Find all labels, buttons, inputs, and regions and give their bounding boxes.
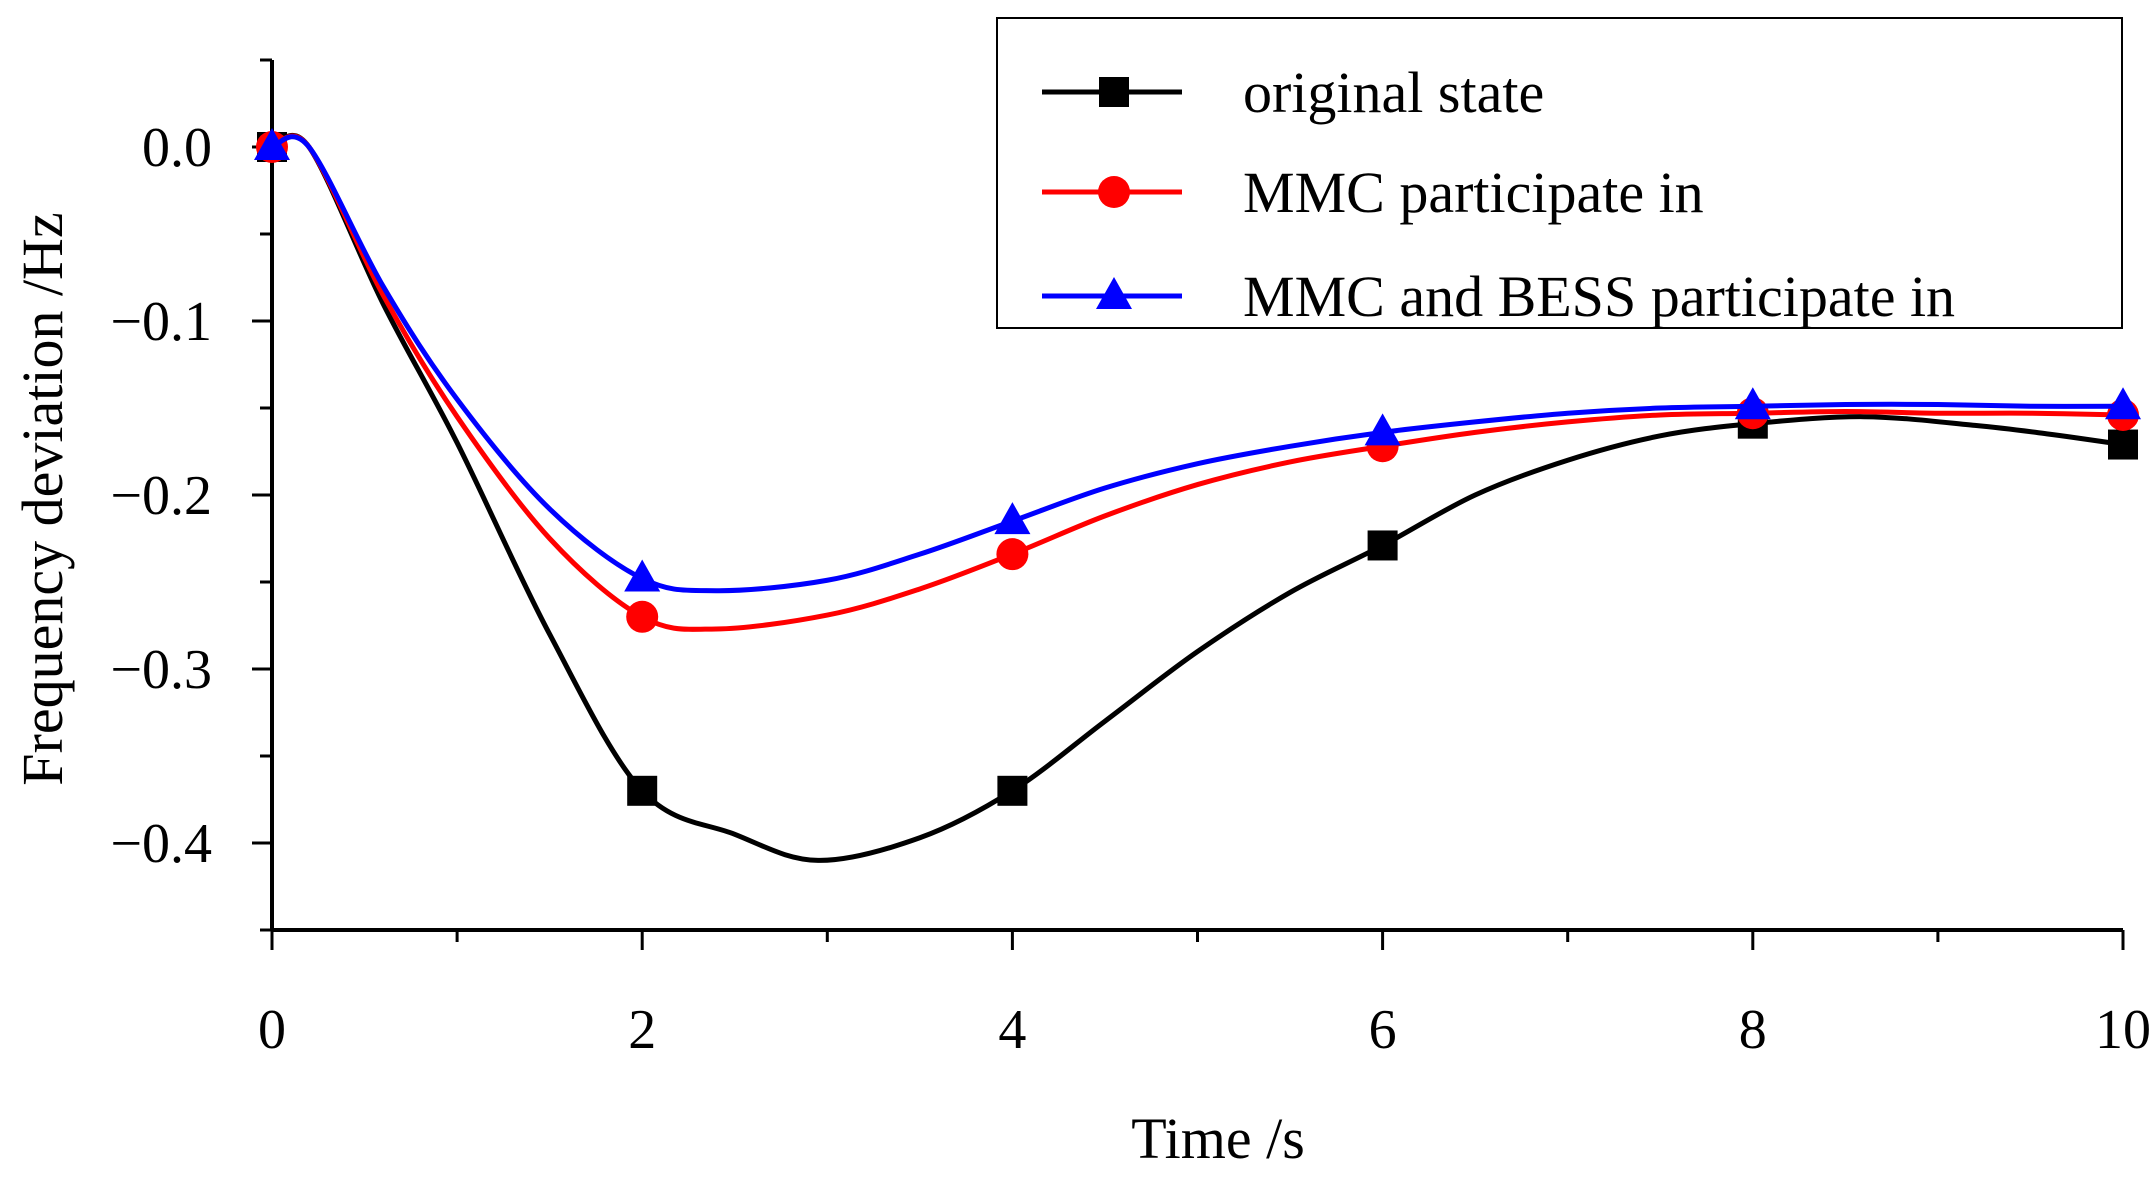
series-line [269, 133, 2126, 632]
data-point [2108, 429, 2138, 460]
data-point [996, 538, 1029, 571]
legend-label: MMC and BESS participate in [1243, 264, 1955, 329]
legend: original state MMC participate in MMC and … [996, 17, 2123, 329]
legend-label: original state [1243, 60, 1544, 125]
y-tick-label: 0.0 [142, 117, 212, 179]
data-point [627, 775, 658, 806]
x-tick-label: 0 [258, 999, 286, 1061]
data-point [254, 128, 290, 160]
legend-marker [1099, 77, 1129, 107]
legend-box [996, 17, 2123, 329]
data-point [997, 775, 1028, 806]
y-tick-label: −0.4 [110, 813, 212, 875]
y-tick-label: −0.3 [110, 639, 212, 701]
data-point [624, 559, 661, 592]
x-tick-label: 10 [2095, 999, 2150, 1061]
legend-marker [1098, 176, 1130, 208]
y-tick-label: −0.2 [110, 465, 212, 527]
y-axis-title: Frequency deviation /Hz [10, 212, 75, 785]
legend-marker [1096, 277, 1132, 309]
legend-label: MMC participate in [1243, 160, 1704, 225]
x-tick-label: 4 [998, 999, 1026, 1061]
tick-labels: 0 2 4 6 8 10 0.0 −0.1 −0.2 −0.3 −0.4 [110, 117, 2150, 1061]
y-tick-label: −0.1 [110, 291, 212, 353]
data-point [626, 600, 659, 633]
series-triangle-group [254, 128, 2141, 594]
series-layer [254, 128, 2141, 863]
data-point [1734, 387, 1771, 420]
data-point [994, 502, 1031, 535]
series-line [269, 134, 2126, 594]
x-tick-label: 6 [1369, 999, 1397, 1061]
x-tick-label: 8 [1739, 999, 1767, 1061]
data-point [1364, 413, 1401, 446]
data-point [2105, 387, 2141, 420]
data-point [1367, 530, 1398, 561]
x-tick-label: 2 [628, 999, 656, 1061]
x-axis-title: Time /s [1131, 1106, 1305, 1171]
